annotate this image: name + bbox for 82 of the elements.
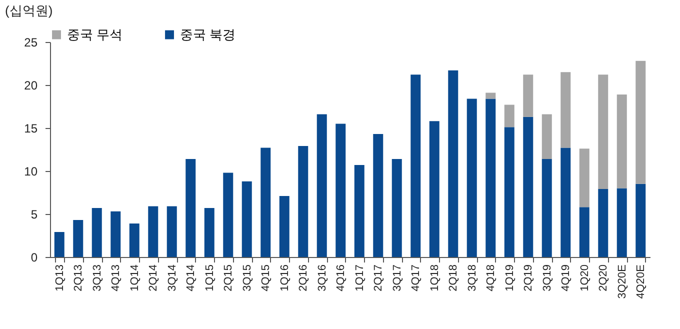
x-tick-label: 1Q17	[354, 264, 366, 292]
bar	[336, 124, 346, 257]
x-tick-label: 2Q13	[72, 264, 85, 292]
x-tick-label: 2Q19	[522, 264, 535, 292]
legend-label: 중국 북경	[180, 26, 236, 42]
bar	[542, 114, 552, 159]
x-tick-label: 1Q13	[54, 264, 66, 292]
x-tick-label: 2Q14	[148, 264, 160, 292]
x-tick-label: 3Q20E	[616, 264, 628, 299]
bar	[242, 181, 252, 257]
x-tick-label: 3Q14	[166, 264, 178, 292]
x-tick-label: 2Q18	[448, 264, 460, 292]
x-tick-label: 4Q15	[260, 264, 272, 292]
x-tick-label: 4Q16	[335, 264, 348, 292]
bar	[410, 74, 421, 257]
bar	[92, 208, 102, 257]
bar	[54, 232, 64, 257]
bar	[110, 211, 121, 257]
x-tick-label: 3Q18	[466, 264, 478, 292]
bar	[598, 74, 608, 190]
bar	[129, 223, 140, 257]
x-tick-label: 3Q15	[241, 264, 254, 292]
x-tick-label: 4Q20E	[635, 264, 648, 299]
x-tick-label: 4Q19	[560, 264, 572, 292]
bar	[504, 104, 514, 128]
x-tick-label: 1Q19	[504, 264, 516, 292]
bar	[354, 164, 364, 257]
x-tick-label: 1Q20	[578, 264, 591, 292]
bar	[504, 127, 514, 257]
x-tick-label: 2Q20	[598, 264, 610, 292]
bar	[279, 196, 290, 257]
bar	[223, 172, 234, 257]
bar	[186, 158, 196, 257]
bar	[448, 70, 458, 257]
x-tick-label: 3Q16	[316, 264, 328, 292]
x-tick-label: 2Q17	[372, 264, 385, 292]
y-tick-label: 15	[24, 122, 38, 136]
y-tick-label: 25	[24, 36, 38, 50]
bar	[166, 206, 177, 257]
bar	[542, 158, 552, 257]
bar	[560, 72, 571, 148]
x-tick-label: 4Q14	[185, 264, 198, 292]
bar	[486, 98, 496, 257]
bar	[616, 94, 627, 188]
bar	[523, 116, 534, 257]
y-tick-label: 5	[30, 208, 38, 222]
x-tick-label: 1Q14	[128, 264, 141, 292]
x-tick-label: 2Q15	[222, 264, 235, 292]
bar	[204, 208, 214, 257]
bar	[429, 121, 440, 257]
x-tick-label: 3Q17	[391, 264, 404, 292]
x-tick-label: 4Q17	[410, 264, 422, 292]
y-tick-label: 0	[30, 250, 38, 264]
bar	[486, 92, 496, 99]
bar	[523, 74, 534, 117]
x-tick-label: 4Q18	[485, 264, 498, 292]
y-tick-label: 10	[24, 164, 38, 178]
x-tick-label: 4Q13	[110, 264, 122, 292]
bar	[636, 184, 646, 257]
bar	[316, 114, 327, 257]
bar	[73, 220, 84, 257]
bar	[298, 146, 308, 257]
y-tick-label: 20	[24, 78, 38, 92]
bar	[373, 134, 384, 257]
x-tick-label: 1Q16	[278, 264, 291, 292]
bar	[260, 148, 271, 257]
x-tick-label: 3Q19	[541, 264, 554, 292]
x-tick-label: 2Q16	[298, 264, 310, 292]
x-tick-label: 1Q15	[204, 264, 216, 292]
bar	[560, 148, 571, 257]
bar	[466, 98, 477, 257]
x-tick-label: 3Q13	[91, 264, 104, 292]
x-tick-label: 1Q18	[428, 264, 441, 292]
legend-label: 중국 무석	[67, 26, 123, 42]
bar	[392, 158, 402, 257]
bar	[616, 188, 627, 257]
y-axis-title: (십억원)	[5, 3, 53, 18]
bar	[579, 207, 590, 257]
bar	[598, 189, 608, 257]
bar	[636, 60, 646, 184]
bar	[579, 148, 590, 208]
bar	[148, 206, 158, 257]
